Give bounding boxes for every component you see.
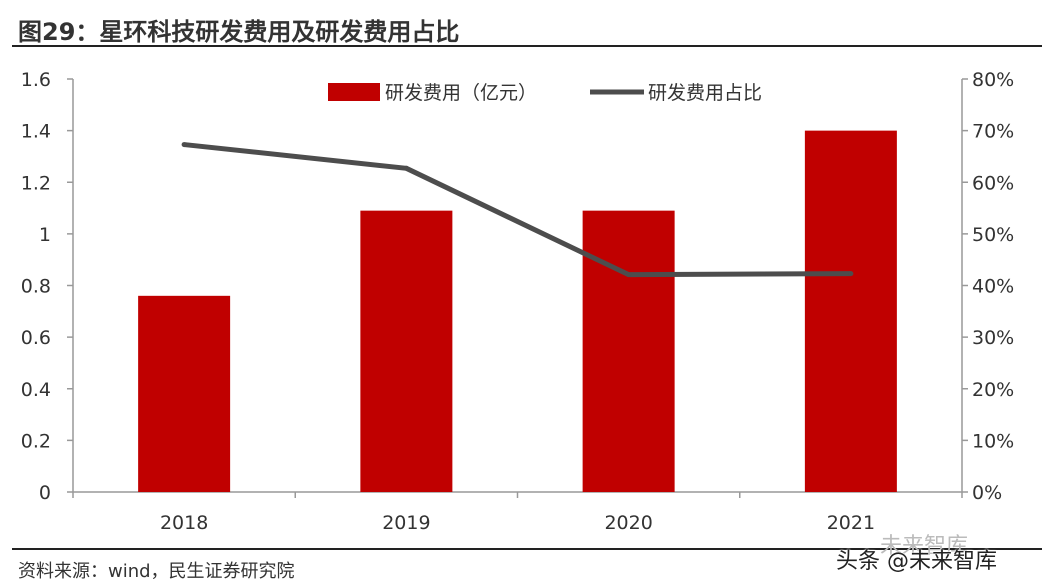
- left-tick-label: 0.4: [21, 379, 51, 401]
- bar-2021: [804, 130, 897, 492]
- left-tick-label: 0: [39, 482, 51, 504]
- x-tick-label: 2021: [827, 512, 875, 534]
- source-note: 资料来源：wind，民生证券研究院: [18, 561, 295, 582]
- left-tick-label: 1.4: [21, 121, 51, 143]
- bar-2019: [360, 210, 453, 493]
- left-tick-label: 0.8: [21, 276, 51, 298]
- right-tick-label: 10%: [972, 430, 1014, 452]
- left-tick-label: 1.2: [21, 172, 51, 194]
- x-tick-label: 2019: [382, 512, 430, 534]
- right-tick-label: 70%: [972, 121, 1014, 143]
- chart-axes: 0 0.2 0.4 0.6 0.8 1 1.2 1.4 1.6 0% 10% 20% 30% 40% 50%…: [21, 69, 1014, 534]
- right-tick-label: 0%: [972, 482, 1002, 504]
- ratio-line: [183, 142, 851, 278]
- bar-2018: [138, 295, 231, 492]
- bar-2020: [582, 210, 675, 493]
- x-tick-label: 2020: [604, 512, 652, 534]
- source-divider: [12, 548, 1042, 550]
- watermark: 头条 @未来智库: [836, 549, 997, 574]
- left-tick-label: 1.6: [21, 69, 51, 91]
- ratio-point-2019: [403, 165, 409, 171]
- right-tick-label: 30%: [972, 327, 1014, 349]
- right-tick-label: 80%: [972, 69, 1014, 91]
- chart-title: 图29：星环科技研发费用及研发费用占比: [18, 18, 460, 46]
- legend-bar-label: 研发费用（亿元）: [385, 82, 537, 104]
- legend-bar-swatch: [328, 83, 380, 101]
- left-tick-label: 1: [39, 224, 51, 246]
- left-tick-label: 0.2: [21, 430, 51, 452]
- legend: 研发费用（亿元） 研发费用占比: [328, 82, 762, 104]
- bar-series: [138, 130, 897, 493]
- ratio-point-2021: [848, 271, 854, 277]
- watermark-faint: 未来智库: [880, 534, 969, 559]
- right-tick-label: 40%: [972, 276, 1014, 298]
- legend-line-label: 研发费用占比: [648, 82, 762, 104]
- right-tick-label: 50%: [972, 224, 1014, 246]
- ratio-point-2018: [181, 142, 187, 148]
- x-tick-label: 2018: [160, 512, 208, 534]
- right-tick-label: 60%: [972, 172, 1014, 194]
- right-tick-label: 20%: [972, 379, 1014, 401]
- line-series: [181, 142, 854, 278]
- title-divider: [12, 45, 1042, 47]
- ratio-point-2020: [626, 272, 632, 278]
- left-tick-label: 0.6: [21, 327, 51, 349]
